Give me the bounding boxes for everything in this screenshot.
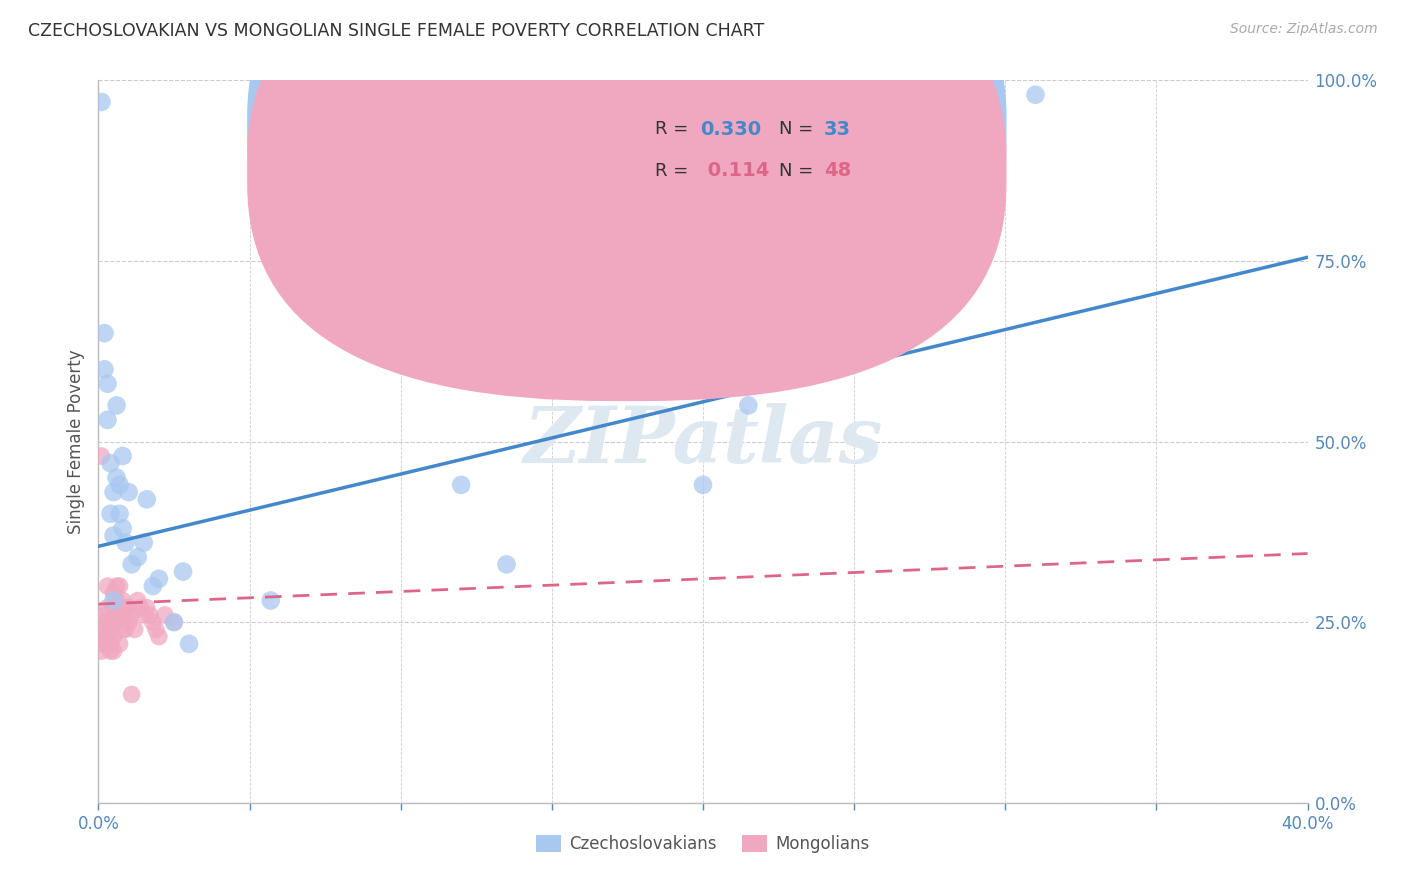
- Point: [103, 528, 125, 542]
- Point: [96, 413, 118, 427]
- Point: [114, 623, 136, 637]
- Point: [1024, 87, 1046, 102]
- Point: [179, 637, 201, 651]
- Point: [142, 579, 165, 593]
- Point: [93, 637, 115, 651]
- Point: [139, 607, 162, 622]
- Point: [103, 630, 125, 644]
- Point: [96, 376, 118, 391]
- Text: R =: R =: [655, 120, 693, 138]
- Text: N =: N =: [779, 120, 820, 138]
- Point: [103, 600, 125, 615]
- Point: [148, 630, 170, 644]
- Point: [118, 600, 141, 615]
- Point: [135, 600, 157, 615]
- Point: [114, 535, 136, 549]
- Point: [737, 398, 759, 412]
- Point: [111, 593, 134, 607]
- Point: [90, 95, 112, 109]
- Point: [100, 623, 122, 637]
- Point: [90, 449, 112, 463]
- Point: [105, 607, 128, 622]
- Point: [108, 579, 131, 593]
- Point: [132, 607, 155, 622]
- Point: [118, 485, 141, 500]
- Point: [90, 644, 112, 658]
- Point: [135, 492, 157, 507]
- Point: [100, 507, 122, 521]
- Point: [132, 535, 155, 549]
- Point: [127, 550, 149, 565]
- Point: [495, 558, 517, 572]
- Point: [121, 607, 143, 622]
- Text: 0.114: 0.114: [700, 161, 769, 180]
- Point: [114, 607, 136, 622]
- Legend: Czechoslovakians, Mongolians: Czechoslovakians, Mongolians: [530, 828, 876, 860]
- Point: [93, 607, 115, 622]
- Text: Source: ZipAtlas.com: Source: ZipAtlas.com: [1230, 22, 1378, 37]
- FancyBboxPatch shape: [247, 0, 1007, 401]
- Point: [692, 478, 714, 492]
- Point: [103, 644, 125, 658]
- Point: [121, 687, 143, 701]
- Point: [145, 623, 167, 637]
- Point: [148, 572, 170, 586]
- Point: [93, 362, 115, 376]
- Point: [105, 398, 128, 412]
- Point: [153, 607, 176, 622]
- Point: [103, 593, 125, 607]
- Point: [93, 630, 115, 644]
- Point: [127, 593, 149, 607]
- Text: ZIPatlas: ZIPatlas: [523, 403, 883, 480]
- Point: [96, 579, 118, 593]
- Point: [108, 478, 131, 492]
- Point: [114, 600, 136, 615]
- Point: [108, 607, 131, 622]
- Point: [105, 470, 128, 484]
- Point: [96, 615, 118, 630]
- Point: [129, 600, 152, 615]
- Point: [108, 637, 131, 651]
- Text: N =: N =: [779, 161, 820, 179]
- Y-axis label: Single Female Poverty: Single Female Poverty: [66, 350, 84, 533]
- Text: R =: R =: [655, 161, 693, 179]
- Point: [450, 478, 472, 492]
- Point: [124, 623, 146, 637]
- FancyBboxPatch shape: [247, 0, 1007, 359]
- Point: [118, 615, 141, 630]
- Point: [90, 615, 112, 630]
- Point: [100, 637, 122, 651]
- Point: [100, 637, 122, 651]
- Point: [105, 593, 128, 607]
- FancyBboxPatch shape: [595, 98, 897, 211]
- Point: [100, 644, 122, 658]
- Point: [103, 615, 125, 630]
- Point: [163, 615, 186, 630]
- Point: [100, 456, 122, 470]
- Point: [111, 449, 134, 463]
- Point: [111, 623, 134, 637]
- Point: [103, 485, 125, 500]
- Point: [93, 623, 115, 637]
- Point: [142, 615, 165, 630]
- Text: 0.330: 0.330: [700, 120, 762, 139]
- Point: [111, 607, 134, 622]
- Text: CZECHOSLOVAKIAN VS MONGOLIAN SINGLE FEMALE POVERTY CORRELATION CHART: CZECHOSLOVAKIAN VS MONGOLIAN SINGLE FEMA…: [28, 22, 765, 40]
- Point: [90, 637, 112, 651]
- Point: [103, 586, 125, 600]
- Point: [163, 615, 186, 630]
- Point: [96, 600, 118, 615]
- Text: 33: 33: [824, 120, 851, 139]
- Point: [96, 630, 118, 644]
- Point: [111, 521, 134, 535]
- Point: [172, 565, 194, 579]
- Text: 48: 48: [824, 161, 851, 180]
- Point: [108, 507, 131, 521]
- Point: [121, 558, 143, 572]
- Point: [260, 593, 283, 607]
- Point: [93, 326, 115, 340]
- Point: [105, 579, 128, 593]
